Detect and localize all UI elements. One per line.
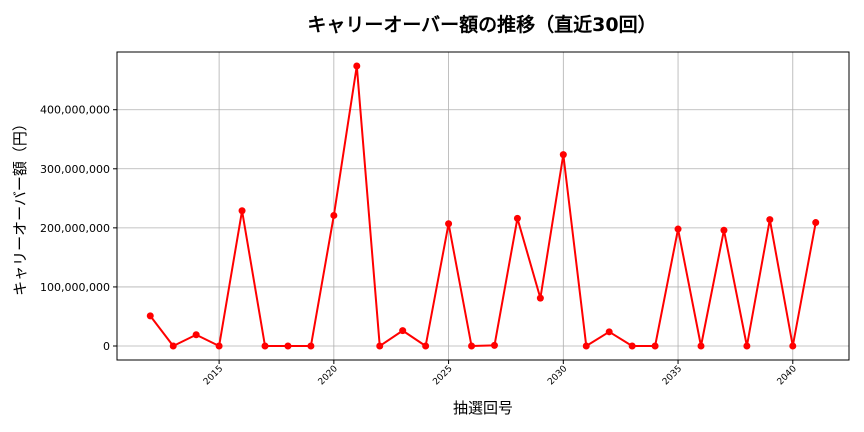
data-point bbox=[697, 342, 705, 350]
data-point bbox=[536, 294, 544, 302]
data-point bbox=[238, 207, 246, 215]
data-point bbox=[628, 342, 636, 350]
y-axis-label: キャリーオーバー額（円） bbox=[11, 116, 29, 296]
data-point bbox=[284, 342, 292, 350]
series-carryover bbox=[146, 62, 820, 350]
x-tick-label: 2020 bbox=[317, 364, 340, 387]
data-point bbox=[445, 220, 453, 228]
series-line bbox=[149, 65, 817, 347]
data-point bbox=[582, 342, 590, 350]
x-axis: 2015 2020 2025 2030 2035 2040 bbox=[202, 360, 799, 387]
y-axis: 0 100,000,000 200,000,000 300,000,000 400,00… bbox=[40, 104, 117, 353]
data-point bbox=[330, 211, 338, 219]
data-point bbox=[376, 342, 384, 350]
data-point bbox=[490, 341, 498, 349]
data-point bbox=[812, 219, 820, 227]
x-axis-label: 抽選回号 bbox=[453, 399, 513, 417]
data-point bbox=[307, 342, 315, 350]
data-point bbox=[674, 225, 682, 233]
data-point bbox=[559, 151, 567, 159]
data-point bbox=[605, 328, 613, 336]
x-tick-label: 2015 bbox=[202, 364, 225, 387]
x-tick-label: 2030 bbox=[546, 364, 569, 387]
data-point bbox=[651, 342, 659, 350]
data-point bbox=[720, 226, 728, 234]
data-point bbox=[261, 342, 269, 350]
y-tick-label: 100,000,000 bbox=[40, 281, 110, 294]
y-tick-label: 0 bbox=[103, 340, 110, 353]
data-point bbox=[353, 62, 361, 70]
plot-area-frame bbox=[116, 51, 850, 361]
y-tick-label: 200,000,000 bbox=[40, 222, 110, 235]
data-point bbox=[468, 342, 476, 350]
data-point bbox=[422, 342, 430, 350]
data-point bbox=[215, 342, 223, 350]
data-point bbox=[513, 214, 521, 222]
data-point bbox=[789, 342, 797, 350]
y-tick-label: 400,000,000 bbox=[40, 104, 110, 117]
x-tick-label: 2025 bbox=[431, 364, 454, 387]
y-tick-label: 300,000,000 bbox=[40, 163, 110, 176]
grid bbox=[117, 52, 849, 360]
x-tick-label: 2040 bbox=[776, 364, 799, 387]
chart-title: キャリーオーバー額の推移（直近30回） bbox=[307, 13, 656, 36]
data-point bbox=[743, 342, 751, 350]
data-point bbox=[766, 216, 774, 224]
data-point bbox=[399, 327, 407, 335]
data-point bbox=[192, 331, 200, 339]
x-tick-label: 2035 bbox=[661, 364, 684, 387]
data-point bbox=[169, 342, 177, 350]
data-point bbox=[146, 312, 154, 320]
